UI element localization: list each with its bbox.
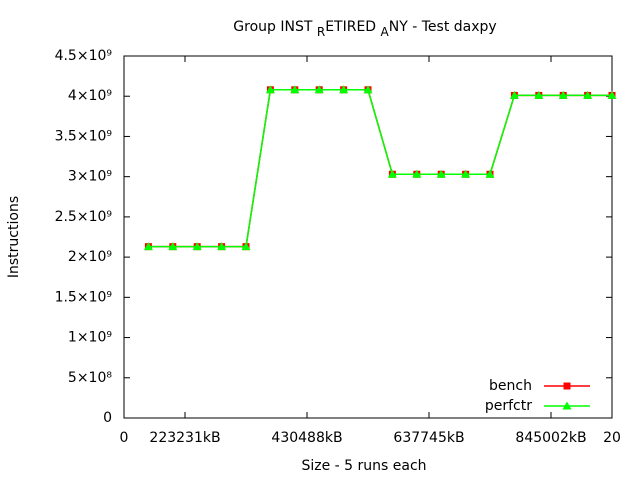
x-tick-label: 20 xyxy=(603,430,621,446)
point xyxy=(241,242,251,251)
point xyxy=(314,85,324,94)
point xyxy=(562,401,572,410)
x-tick-label: 223231kB xyxy=(149,430,220,446)
x-tick-label: 637745kB xyxy=(393,430,464,446)
point xyxy=(290,85,300,94)
y-tick-label: 1×10⁹ xyxy=(68,330,112,346)
point xyxy=(583,90,593,99)
y-tick-label: 0 xyxy=(103,410,112,426)
point xyxy=(192,242,202,251)
series-line xyxy=(148,89,612,248)
point xyxy=(339,85,349,94)
point xyxy=(265,85,275,94)
point xyxy=(461,169,471,178)
title-part: ETIRED xyxy=(325,19,380,35)
legend-label: perfctr xyxy=(485,398,532,414)
y-tick-label: 1.5×10⁹ xyxy=(55,289,113,305)
x-tick-label: 0 xyxy=(120,430,129,446)
point xyxy=(534,90,544,99)
point xyxy=(436,169,446,178)
x-tick-label: 430488kB xyxy=(271,430,342,446)
point xyxy=(168,242,178,251)
point xyxy=(363,85,373,94)
y-tick-label: 4.5×10⁹ xyxy=(55,48,113,64)
point xyxy=(217,242,227,251)
title-part: NY - Test daxpy xyxy=(389,19,497,35)
title-part: Group INST xyxy=(233,19,317,35)
point xyxy=(485,169,495,178)
chart-title: Group INST RETIRED ANY - Test daxpy xyxy=(233,19,496,39)
point xyxy=(387,169,397,178)
y-tick-label: 5×10⁸ xyxy=(68,370,112,386)
y-tick-label: 3.5×10⁹ xyxy=(55,128,113,144)
x-axis-label: Size - 5 runs each xyxy=(301,458,426,474)
y-axis-label: Instructions xyxy=(6,196,22,278)
legend-label: bench xyxy=(489,378,532,394)
y-tick-label: 2×10⁹ xyxy=(68,249,112,265)
title-subscript: A xyxy=(381,25,390,39)
plot-border xyxy=(123,55,613,419)
point xyxy=(607,90,617,99)
y-tick-label: 2.5×10⁹ xyxy=(55,209,113,225)
y-tick-label: 4×10⁹ xyxy=(68,88,112,104)
x-tick-label: 845002kB xyxy=(515,430,586,446)
point xyxy=(412,169,422,178)
title-subscript: R xyxy=(317,25,325,39)
point xyxy=(563,382,571,390)
series-line xyxy=(148,89,612,248)
y-tick-label: 3×10⁹ xyxy=(68,169,112,185)
point xyxy=(509,90,519,99)
point xyxy=(143,242,153,251)
point xyxy=(558,90,568,99)
